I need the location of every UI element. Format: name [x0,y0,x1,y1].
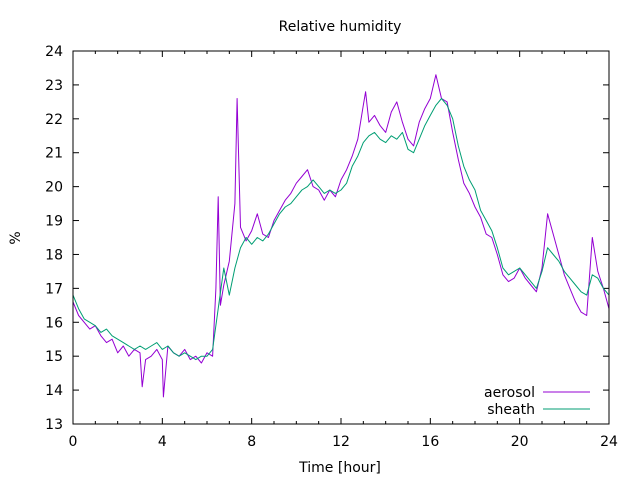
y-tick-label: 16 [45,315,63,331]
y-tick-label: 14 [45,383,63,399]
x-tick-label: 12 [332,434,350,450]
x-tick-label: 20 [511,434,529,450]
x-axis-label: Time [hour] [298,460,381,476]
legend-label-sheath: sheath [487,402,535,418]
x-tick-label: 4 [158,434,167,450]
y-tick-label: 21 [45,146,63,162]
y-tick-label: 19 [45,214,63,230]
y-tick-label: 17 [45,281,63,297]
chart-title: Relative humidity [279,19,402,35]
x-tick-label: 16 [421,434,439,450]
series-lines [72,74,610,398]
series-line-aerosol [72,74,610,398]
y-axis-label: % [8,231,24,244]
y-tick-label: 13 [45,417,63,433]
legend-label-aerosol: aerosol [484,385,535,401]
y-tick-label: 20 [45,180,63,196]
series-line-sheath [72,98,610,361]
x-tick-label: 8 [247,434,256,450]
y-tick-label: 24 [45,44,63,60]
axis-ticks: 13 14 15 16 17 18 19 20 21 22 23 24 0 4 8 12 16 20 24 [45,44,618,450]
y-tick-label: 18 [45,247,63,263]
x-tick-label: 0 [69,434,78,450]
y-tick-label: 15 [45,349,63,365]
y-tick-label: 22 [45,112,63,128]
x-tick-label: 24 [600,434,618,450]
plot-frame [72,50,610,425]
y-tick-label: 23 [45,78,63,94]
